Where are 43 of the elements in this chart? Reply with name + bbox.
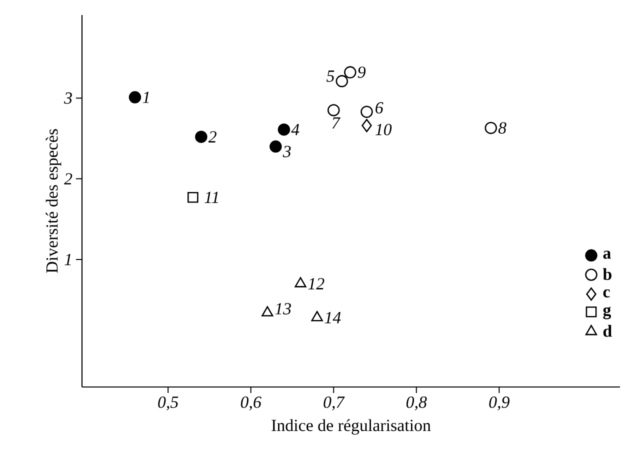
x-tick-label: 0,5	[158, 396, 178, 410]
legend-label: b	[602, 268, 612, 280]
annotation: 1	[142, 92, 149, 103]
annotation: 6	[376, 102, 384, 114]
y-tick-label: 3	[64, 92, 72, 104]
point	[262, 306, 274, 316]
legend-label: d	[603, 324, 612, 337]
y-tick-label: 1	[64, 254, 71, 266]
legend-label: c	[603, 289, 610, 298]
legend-label: a	[603, 250, 611, 259]
point	[336, 75, 348, 88]
annotation: 11	[204, 192, 218, 203]
annotation: 2	[208, 131, 216, 142]
annotation: 12	[308, 278, 324, 290]
x-tick-label: 0,6	[240, 396, 262, 410]
x-tick-label: 0,9	[489, 396, 510, 410]
annotation: 7	[332, 117, 340, 128]
legend-label: g	[603, 306, 612, 320]
point	[128, 91, 142, 104]
point	[311, 310, 323, 322]
point	[270, 140, 282, 153]
y-tick-label: 2	[64, 173, 72, 184]
point	[294, 277, 306, 288]
point	[278, 123, 290, 136]
annotation: 3	[282, 146, 291, 158]
annotation: 8	[498, 122, 506, 134]
annotation: 13	[275, 303, 291, 314]
y-axis-title: Diversité des especès	[46, 129, 62, 273]
point	[360, 106, 373, 118]
annotation: 14	[324, 312, 341, 324]
point	[187, 192, 198, 203]
annotation: 4	[291, 124, 300, 136]
point	[362, 118, 372, 132]
point	[344, 66, 356, 78]
annotation: 9	[358, 66, 366, 78]
point	[195, 130, 208, 143]
point	[484, 122, 498, 134]
x-axis-title: Indice de régularisation	[272, 419, 431, 435]
x-tick-label: 0,8	[406, 396, 427, 410]
x-tick-label: 0,7	[324, 396, 345, 410]
annotation: 10	[376, 124, 392, 136]
point	[327, 104, 340, 116]
annotation: 5	[326, 70, 334, 82]
